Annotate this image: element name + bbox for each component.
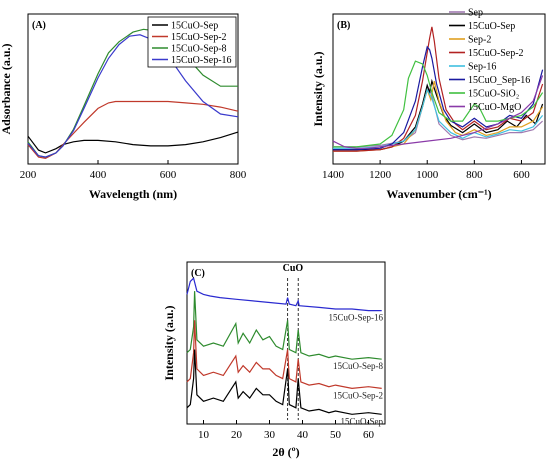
panel-a-label: (A) [32, 20, 46, 31]
legend-box [147, 16, 237, 68]
panel-c-cuo-markers [287, 278, 299, 420]
x-tick-label: 600 [513, 169, 530, 181]
series-line-15cuo-sep-2 [186, 320, 382, 390]
legend-entry: Sep [468, 8, 483, 19]
x-tick-label: 60 [363, 429, 375, 441]
panel-b-x-axis-label: Wavenumber (cm⁻¹) [386, 187, 491, 201]
panel-b: 1400 1200 1000 800 600 (B) Wavenumber (cm⁻¹)… [311, 8, 546, 201]
panel-a-frame [27, 13, 239, 165]
legend-entry: 15CuO-MgO [468, 102, 521, 113]
series-line-15cuo-sep [27, 131, 239, 154]
series-line-sep-2 [333, 80, 544, 152]
x-tick-label: 40 [297, 429, 309, 441]
x-tick-label: 1000 [416, 169, 439, 181]
panel-c-y-axis-label: Intensity (a.u.) [162, 305, 176, 380]
panel-c-cuo-annotation: CuO [283, 263, 304, 274]
x-tick-label: 50 [330, 429, 342, 441]
series-label-15cuo-sep-2: 15CuO-Sep-2 [333, 390, 383, 400]
x-tick-label: 600 [160, 169, 177, 181]
x-tick-label: 200 [20, 169, 37, 181]
panel-c-series-labels: 15CuO-Sep-16 15CuO-Sep-8 15CuO-Sep-2 15CuO-… [329, 313, 384, 427]
series-line-15cuo-sep-16 [27, 34, 239, 158]
legend-entry: 15CuO_Sep-16 [468, 75, 530, 86]
series-line-15cuo-mgo [332, 75, 544, 149]
panel-c: 10 20 30 40 50 60 15CuO-Sep-1615CuO-Sep-815Cu… [162, 261, 386, 459]
panel-b-label: (B) [337, 20, 350, 31]
panel-b-y-axis-label: Intensity (a.u.) [311, 51, 325, 126]
panel-b-series [332, 26, 544, 152]
series-label-15cuo-sep-16: 15CuO-Sep-16 [329, 313, 384, 323]
series-line-15cuo-sep-16 [186, 277, 382, 312]
x-tick-label: 800 [230, 169, 247, 181]
legend-entry: 15CuO-Sep-2 [468, 48, 524, 59]
legend-entry: Sep-16 [468, 62, 496, 73]
series-line-15cuo-sio [333, 60, 544, 148]
panel-c-x-axis-label: 2θ (º) [272, 445, 299, 459]
x-tick-label: 1400 [322, 169, 345, 181]
panel-c-series [186, 277, 382, 415]
series-line-15cuo-sep [186, 349, 382, 415]
series-label-15cuo-sep: 15CuO-Sep [341, 416, 384, 426]
series-line-sep-16 [333, 88, 544, 149]
legend-entry: 15CuO-Sep-2 [171, 32, 227, 43]
x-tick-label: 10 [198, 429, 210, 441]
panel-b-legend: Sep 15CuO-Sep Sep-2 15CuO-Sep-2 Sep-16 15CuO_… [449, 8, 530, 113]
panel-a-y-axis-label: Adsorbance (a.u.) [0, 43, 13, 134]
panel-a-x-axis-label: Wavelength (nm) [89, 187, 177, 201]
panel-b-frame [332, 13, 546, 165]
x-tick-label: 20 [231, 429, 243, 441]
series-line-15cuo-sep-16 [333, 45, 544, 151]
legend-entry: 15CuO-Sep-8 [171, 44, 227, 55]
series-label-15cuo-sep-8: 15CuO-Sep-8 [333, 361, 383, 371]
x-tick-label: 400 [90, 169, 107, 181]
x-tick-label: 1200 [369, 169, 392, 181]
legend-entry: 15CuO-Sep [171, 21, 218, 32]
panel-c-x-ticks: 10 20 30 40 50 60 [198, 420, 375, 441]
panel-a: 200 400 600 800 (A) Wavelength (nm) Adsorba… [0, 13, 247, 201]
legend-entry: 15CuO-Sep [468, 21, 515, 32]
panel-b-x-ticks: 1400 1200 1000 800 600 [322, 160, 530, 181]
panel-c-label: (C) [191, 268, 205, 279]
x-tick-label: 30 [264, 429, 276, 441]
x-tick-label: 800 [466, 169, 483, 181]
panel-a-legend: 15CuO-Sep15CuO-Sep-215CuO-Sep-815CuO-Sep… [147, 16, 237, 68]
series-line-15cuo-sep-8 [186, 291, 382, 360]
legend-entry: 15CuO-SiO₂ [468, 89, 519, 100]
legend-entry: 15CuO-Sep-16 [171, 55, 232, 66]
legend-entry: Sep-2 [468, 35, 491, 46]
panel-c-frame [186, 261, 386, 425]
panel-a-x-ticks: 200 400 600 800 [20, 160, 247, 181]
